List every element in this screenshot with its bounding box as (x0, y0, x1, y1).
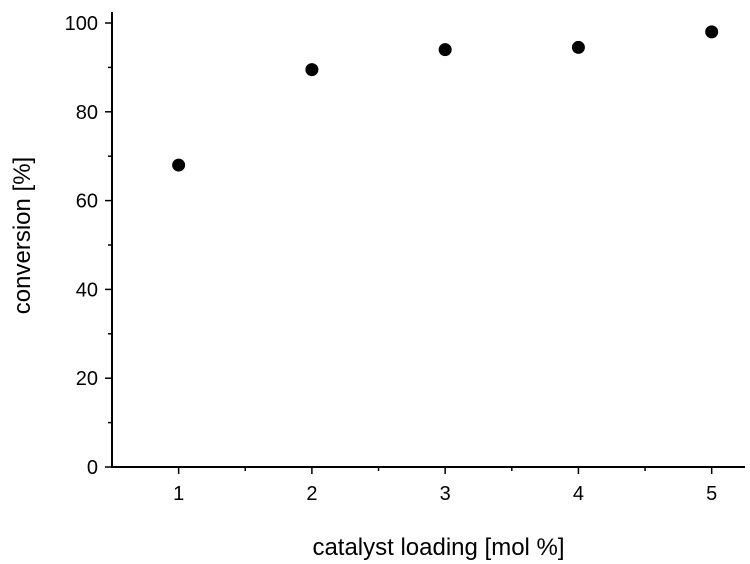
y-tick-label: 40 (76, 279, 98, 301)
x-tick-label: 1 (173, 483, 184, 505)
y-tick-label: 20 (76, 368, 98, 390)
y-tick-label: 100 (65, 13, 98, 35)
data-point (571, 40, 585, 54)
x-axis-title: catalyst loading [mol %] (312, 534, 564, 561)
data-point (305, 63, 319, 77)
data-point (705, 25, 719, 39)
y-tick-label: 80 (76, 102, 98, 124)
y-axis-title: conversion [%] (9, 157, 36, 314)
x-tick-label: 3 (440, 483, 451, 505)
ticks-layer: 0 20 40 60 80 100 1 2 3 4 5 (65, 13, 718, 505)
data-point (438, 43, 452, 57)
x-tick-label: 2 (306, 483, 317, 505)
x-tick-label: 5 (706, 483, 717, 505)
points-layer (172, 25, 719, 172)
y-tick-label: 0 (87, 457, 98, 479)
x-tick-label: 4 (573, 483, 584, 505)
y-tick-label: 60 (76, 191, 98, 213)
data-point (172, 158, 186, 172)
